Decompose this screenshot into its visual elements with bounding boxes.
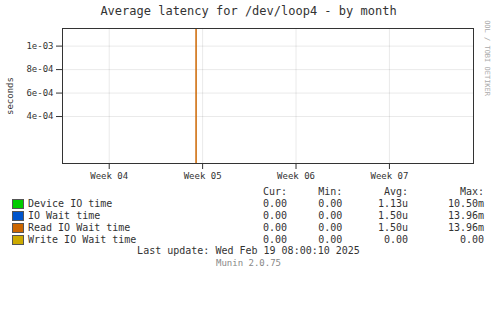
html-text:0.00: 0.00 [263, 197, 288, 209]
html-text:Average latency for /dev/loop4: Average latency for /dev/loop4 - by mont… [100, 4, 397, 18]
html-text:0.00: 0.00 [263, 209, 288, 221]
html-text:0.00: 0.00 [318, 197, 343, 209]
svg-text:4e-04: 4e-04 [26, 111, 53, 121]
svg-text:Week 06: Week 06 [277, 171, 315, 181]
html-text:Min:: Min: [318, 185, 343, 197]
html-text:Max:: Max: [459, 185, 484, 197]
html-text:IO Wait time: IO Wait time [28, 209, 101, 221]
html-text:Read IO Wait time: Read IO Wait time [28, 221, 131, 233]
svg-text:8e-04: 8e-04 [26, 64, 53, 74]
svg-text:Week 04: Week 04 [90, 171, 128, 181]
html-text:Munin 2.0.75: Munin 2.0.75 [216, 258, 281, 268]
html-text:0.00: 0.00 [263, 233, 288, 245]
html-text:0.00: 0.00 [318, 209, 343, 221]
html-text:0.00: 0.00 [263, 221, 288, 233]
svg-text:6e-04: 6e-04 [26, 88, 53, 98]
html-text:Write IO Wait time: Write IO Wait time [28, 233, 137, 245]
html-text:Cur:: Cur: [263, 185, 288, 197]
html-text:0.00: 0.00 [318, 233, 343, 245]
html-text:1.13u: 1.13u [377, 197, 408, 209]
svg-text:Week 05: Week 05 [184, 171, 222, 181]
html-text:0.00: 0.00 [459, 233, 484, 245]
html-text:1.50u: 1.50u [377, 209, 408, 221]
html-text:0.00: 0.00 [318, 221, 343, 233]
html-text:1.50u: 1.50u [377, 221, 408, 233]
svg-text:seconds: seconds [5, 77, 15, 115]
svg-text:Week 07: Week 07 [370, 171, 408, 181]
html-text:0.00: 0.00 [383, 233, 408, 245]
html-text:13.96m: 13.96m [447, 221, 484, 233]
svg-text:1e-03: 1e-03 [26, 41, 53, 51]
html-text:Device IO time: Device IO time [28, 197, 113, 209]
svg-text:RRDTOOL / TOBI OETIKER: RRDTOOL / TOBI OETIKER [483, 20, 491, 97]
html-text:13.96m: 13.96m [447, 209, 484, 221]
html-text:Last update: Wed Feb 19 08:00:: Last update: Wed Feb 19 08:00:10 2025 [137, 245, 360, 256]
html-text:Avg:: Avg: [383, 185, 408, 197]
html-text:10.50m: 10.50m [447, 197, 484, 209]
